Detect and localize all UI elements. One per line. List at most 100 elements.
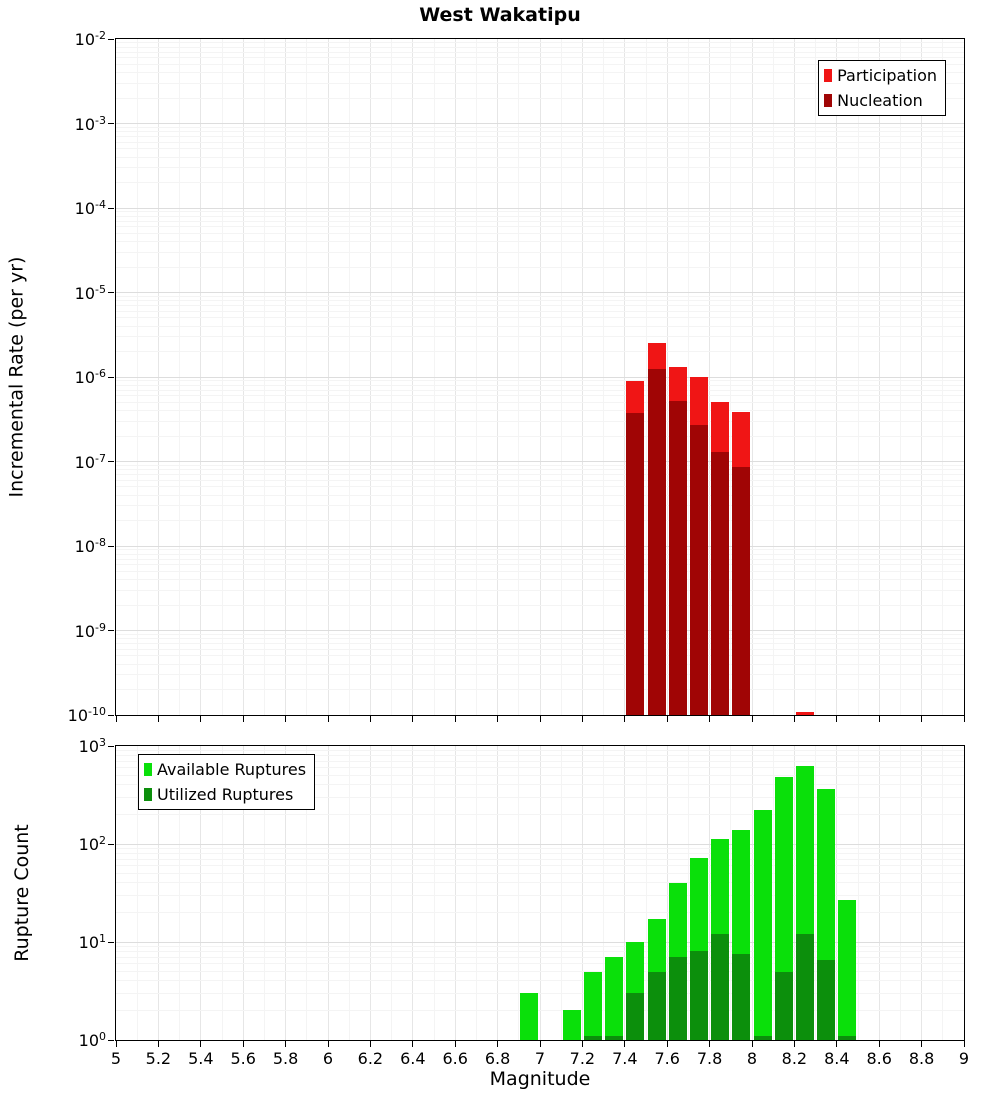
x-axis-tick bbox=[115, 716, 117, 722]
gridline-horizontal-minor bbox=[116, 643, 964, 645]
gridline-vertical bbox=[666, 746, 668, 1040]
gridline-horizontal-minor bbox=[116, 232, 964, 234]
y-tick-label: 100 bbox=[78, 1029, 106, 1051]
gridline-horizontal bbox=[116, 461, 964, 462]
gridline-horizontal-minor bbox=[116, 570, 964, 572]
gridline-vertical bbox=[603, 746, 605, 1040]
legend-label-utilized-ruptures: Utilized Ruptures bbox=[157, 785, 294, 804]
gridline-vertical bbox=[836, 746, 838, 1040]
gridline-vertical bbox=[200, 746, 202, 1040]
gridline-vertical bbox=[857, 746, 859, 1040]
gridline-horizontal-minor bbox=[116, 384, 964, 386]
gridline-vertical bbox=[306, 746, 308, 1040]
gridline-horizontal bbox=[116, 123, 964, 124]
y-axis-label-text: Incremental Rate (per yr) bbox=[5, 256, 28, 498]
x-axis-tick bbox=[836, 716, 838, 722]
gridline-horizontal-minor bbox=[116, 749, 964, 751]
gridline-horizontal-minor bbox=[116, 638, 964, 640]
gridline-vertical bbox=[221, 746, 223, 1040]
gridline-vertical bbox=[878, 746, 880, 1040]
gridline-horizontal-minor bbox=[116, 295, 964, 297]
nucleation-swatch bbox=[824, 94, 833, 107]
x-axis-label: Magnitude bbox=[489, 1068, 591, 1090]
gridline-vertical bbox=[815, 746, 817, 1040]
gridline-horizontal-minor bbox=[116, 226, 964, 228]
gridline-horizontal-minor bbox=[116, 464, 964, 466]
gridline-horizontal-minor bbox=[116, 956, 964, 958]
rupture-count-plot: Available Ruptures Utilized Ruptures 5 5.… bbox=[79, 736, 969, 1068]
x-axis-tick bbox=[412, 1041, 414, 1047]
x-axis-tick bbox=[836, 1041, 838, 1047]
gridline-horizontal-minor bbox=[116, 380, 964, 382]
gridline-horizontal-minor bbox=[116, 674, 964, 676]
legend-label-nucleation: Nucleation bbox=[837, 91, 923, 110]
gridline-horizontal-minor bbox=[116, 401, 964, 403]
gridline-vertical bbox=[285, 746, 287, 1040]
y-tick-label: 10-5 bbox=[74, 282, 106, 303]
incremental-rate-plot: Participation Nucleation 10-2 10-3 10-4 10-… bbox=[68, 29, 965, 725]
gridline-horizontal-minor bbox=[116, 784, 964, 786]
gridline-horizontal bbox=[116, 376, 964, 378]
gridline-horizontal-minor bbox=[116, 220, 964, 222]
gridline-vertical bbox=[263, 746, 265, 1040]
x-axis-tick bbox=[327, 716, 329, 722]
gridline-horizontal-minor bbox=[116, 300, 964, 302]
gridline-horizontal-minor bbox=[116, 395, 964, 397]
participation-swatch bbox=[824, 69, 833, 82]
gridline-horizontal-minor bbox=[116, 1009, 964, 1011]
gridline-horizontal bbox=[116, 941, 964, 943]
gridline-horizontal-minor bbox=[116, 131, 964, 133]
x-tick-label: 5.2 bbox=[145, 1049, 172, 1068]
bar-available-ruptures bbox=[753, 810, 772, 1040]
bar-utilized-ruptures bbox=[647, 971, 666, 1040]
x-axis-tick bbox=[963, 716, 965, 722]
gridline-horizontal bbox=[116, 630, 964, 631]
x-axis-tick bbox=[709, 1041, 711, 1047]
x-axis-tick bbox=[115, 1041, 117, 1047]
gridline-vertical bbox=[539, 746, 541, 1040]
y-axis-tick bbox=[108, 292, 114, 293]
gridline-horizontal-minor bbox=[116, 865, 964, 867]
x-axis-tick bbox=[497, 716, 499, 722]
y-tick-label: 101 bbox=[78, 931, 106, 953]
gridline-horizontal-minor bbox=[116, 251, 964, 253]
gridline-vertical bbox=[136, 746, 138, 1040]
gridline-horizontal-minor bbox=[116, 241, 964, 243]
gridline-vertical bbox=[179, 746, 181, 1040]
y-tick-label: 10-9 bbox=[74, 620, 106, 641]
gridline-horizontal-minor bbox=[116, 141, 964, 143]
gridline-horizontal-minor bbox=[116, 336, 964, 338]
bar-utilized-ruptures bbox=[583, 1035, 603, 1040]
x-tick-label: 7 bbox=[534, 1049, 546, 1068]
gridline-horizontal-minor bbox=[116, 520, 964, 522]
gridline-horizontal-minor bbox=[116, 469, 964, 471]
gridline-horizontal-minor bbox=[116, 655, 964, 657]
gridline-horizontal-minor bbox=[116, 775, 964, 776]
gridline-vertical bbox=[899, 746, 901, 1040]
y-tick-label: 10-3 bbox=[74, 113, 106, 134]
x-tick-label: 6.4 bbox=[400, 1049, 426, 1068]
y-axis-label-text: Rupture Count bbox=[11, 824, 33, 962]
gridline-horizontal-minor bbox=[116, 305, 964, 307]
x-tick-label: 8.8 bbox=[908, 1049, 935, 1068]
gridline-horizontal-minor bbox=[116, 63, 964, 65]
gridline-horizontal-minor bbox=[116, 266, 964, 268]
gridline-horizontal-minor bbox=[116, 420, 964, 422]
gridline-vertical bbox=[242, 746, 244, 1040]
chart-title: West Wakatipu bbox=[419, 4, 581, 26]
utilized-ruptures-swatch bbox=[144, 788, 152, 801]
gridline-horizontal-minor bbox=[116, 182, 964, 184]
gridline-vertical bbox=[921, 746, 923, 1040]
x-tick-label: 5.8 bbox=[272, 1049, 299, 1068]
gridline-vertical bbox=[624, 746, 626, 1040]
gridline-horizontal-minor bbox=[116, 486, 964, 488]
gridline-horizontal-minor bbox=[116, 858, 964, 860]
gridline-horizontal-minor bbox=[116, 126, 964, 128]
gridline-horizontal-minor bbox=[116, 589, 964, 591]
gridline-horizontal-minor bbox=[116, 754, 964, 756]
x-tick-label: 6 bbox=[322, 1049, 334, 1068]
x-axis-tick bbox=[497, 1041, 499, 1047]
x-axis-tick bbox=[581, 716, 583, 722]
x-axis-tick bbox=[539, 716, 541, 722]
gridline-vertical bbox=[369, 746, 371, 1040]
